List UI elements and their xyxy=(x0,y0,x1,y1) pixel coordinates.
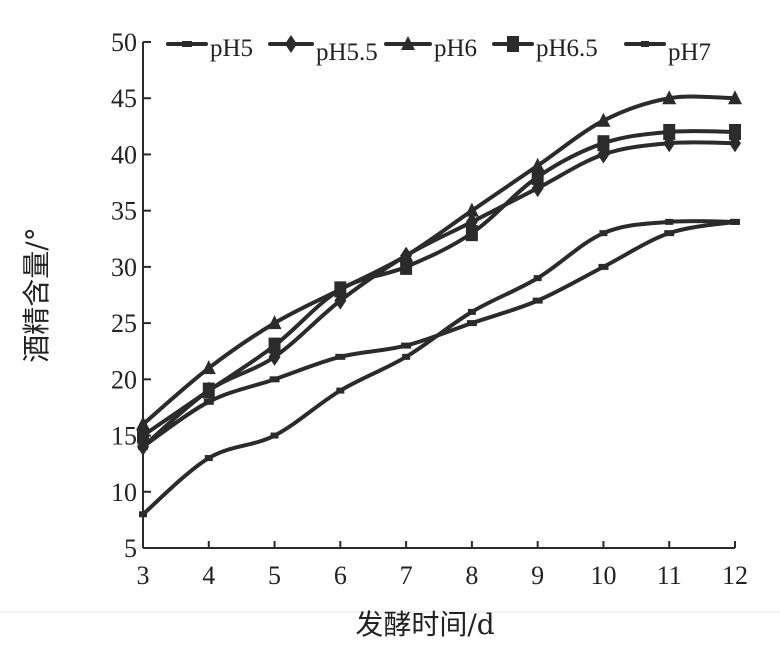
legend-item: pH6 xyxy=(384,35,477,62)
x-tick-label: 3 xyxy=(137,561,150,590)
y-tick-label: 35 xyxy=(111,197,137,226)
series-line xyxy=(141,140,737,449)
marker-square xyxy=(729,123,741,140)
marker-triangle xyxy=(728,90,742,105)
marker-small xyxy=(270,432,279,439)
marker-small xyxy=(641,41,649,47)
x-tick-label: 12 xyxy=(722,561,748,590)
marker-small xyxy=(467,308,476,315)
y-tick-label: 5 xyxy=(124,534,137,563)
x-tick-label: 5 xyxy=(268,561,281,590)
legend: pH5 pH5.5 pH6 pH6.5 pH7 xyxy=(166,35,711,66)
y-axis-title: 酒精含量/° xyxy=(20,227,53,362)
series-pH5-5 xyxy=(137,134,741,456)
marker-triangle xyxy=(201,360,216,375)
marker-square xyxy=(202,382,215,399)
marker-dash xyxy=(598,263,609,270)
y-tick-label: 15 xyxy=(111,422,137,451)
x-tick-label: 6 xyxy=(334,561,347,590)
marker-dash xyxy=(664,230,675,237)
legend-item: pH5.5 xyxy=(268,35,378,66)
series-group xyxy=(136,90,742,518)
marker-triangle xyxy=(399,247,414,262)
marker-small xyxy=(139,511,147,518)
marker-triangle xyxy=(401,36,415,50)
marker-square xyxy=(268,337,281,354)
x-tick-label: 8 xyxy=(465,561,478,590)
legend-label: pH5.5 xyxy=(316,39,378,66)
marker-square xyxy=(597,135,610,152)
y-tick-label: 25 xyxy=(111,309,137,338)
marker-small xyxy=(599,230,608,237)
series-line xyxy=(141,94,737,427)
marker-dash xyxy=(532,297,543,304)
marker-small xyxy=(731,218,739,225)
series-line xyxy=(141,129,737,438)
marker-diamond xyxy=(285,35,297,53)
series-pH6-5 xyxy=(137,123,741,444)
marker-dash xyxy=(269,376,280,383)
marker-dash xyxy=(182,41,192,47)
legend-item: pH5 xyxy=(166,35,253,62)
marker-square xyxy=(334,281,347,298)
x-tick-label: 11 xyxy=(657,561,682,590)
legend-label: pH7 xyxy=(668,39,711,66)
x-tick-label: 9 xyxy=(531,561,544,590)
legend-item: pH6.5 xyxy=(492,35,598,62)
marker-triangle xyxy=(267,315,282,330)
marker-square xyxy=(465,225,478,242)
marker-small xyxy=(402,353,411,360)
marker-triangle xyxy=(136,416,150,431)
marker-triangle xyxy=(530,157,545,172)
x-axis-title: 发酵时间/d xyxy=(355,608,494,641)
y-tick-label: 10 xyxy=(111,478,137,507)
marker-small xyxy=(336,387,345,394)
marker-small xyxy=(665,218,674,225)
y-tick-label: 45 xyxy=(111,84,137,113)
marker-dash xyxy=(401,342,412,349)
x-tick-label: 10 xyxy=(590,561,616,590)
series-pH7 xyxy=(139,218,739,518)
marker-dash xyxy=(466,320,477,327)
marker-square xyxy=(400,258,413,275)
marker-dash xyxy=(203,398,214,405)
marker-triangle xyxy=(596,112,611,127)
y-tick-label: 30 xyxy=(111,253,137,282)
legend-item: pH7 xyxy=(624,39,711,66)
x-tick-label: 4 xyxy=(202,561,215,590)
marker-triangle xyxy=(662,90,677,105)
marker-small xyxy=(533,275,542,282)
marker-square xyxy=(663,123,676,140)
legend-label: pH6 xyxy=(434,35,477,62)
marker-square xyxy=(137,427,149,444)
marker-triangle xyxy=(464,202,479,217)
series-pH6 xyxy=(136,90,742,431)
y-tick-label: 50 xyxy=(111,28,137,57)
marker-dash xyxy=(335,353,346,360)
marker-square xyxy=(507,36,519,52)
marker-small xyxy=(204,455,213,462)
legend-label: pH5 xyxy=(210,35,253,62)
marker-square xyxy=(531,168,544,185)
y-tick-label: 40 xyxy=(111,140,137,169)
legend-label: pH6.5 xyxy=(536,35,598,62)
y-tick-label: 20 xyxy=(111,365,137,394)
series-line xyxy=(141,219,737,517)
x-tick-label: 7 xyxy=(400,561,413,590)
